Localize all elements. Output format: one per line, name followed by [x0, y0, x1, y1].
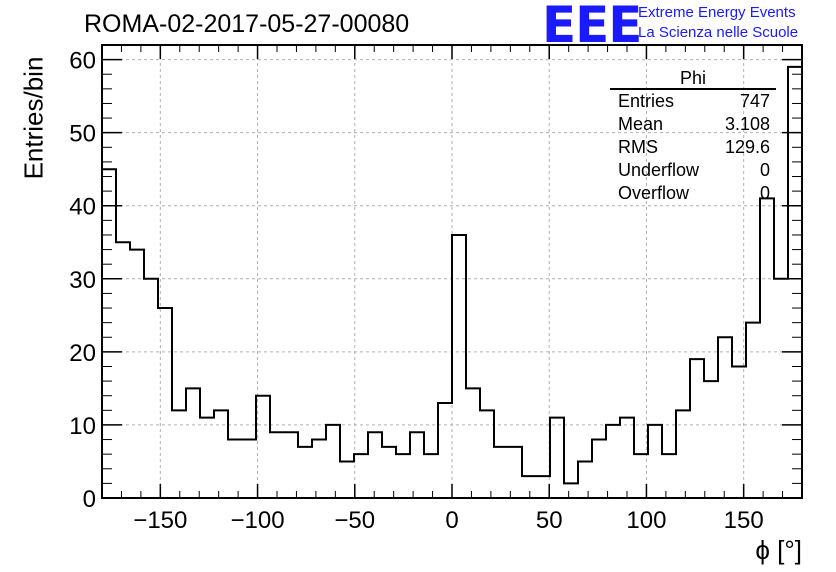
- org-name-line1: Extreme Energy Events: [638, 4, 796, 21]
- y-tick-label: 20: [69, 340, 96, 367]
- x-tick-label: −50: [334, 507, 375, 534]
- stats-value: 3.108: [724, 114, 770, 134]
- y-tick-label: 50: [69, 121, 96, 148]
- stats-label: Entries: [618, 91, 675, 111]
- x-tick-label: 100: [626, 507, 666, 534]
- x-tick-labels: −150 −100 −50 0 50 100 150: [133, 507, 763, 534]
- x-tick-label: −150: [133, 507, 187, 534]
- y-tick-label: 60: [69, 48, 96, 75]
- stats-row-rms: RMS 129.6: [610, 136, 776, 159]
- y-tick-labels: 0 10 20 30 40 50 60: [69, 48, 96, 513]
- stats-row-underflow: Underflow 0: [610, 159, 776, 182]
- x-tick-label: 150: [724, 507, 764, 534]
- y-tick-label: 10: [69, 413, 96, 440]
- x-tick-label: −100: [231, 507, 285, 534]
- stats-title: Phi: [610, 68, 776, 90]
- plot-frame: [101, 44, 803, 499]
- chart-title: ROMA-02-2017-05-27-00080: [84, 10, 410, 38]
- stats-value: 0: [759, 160, 770, 180]
- stats-row-mean: Mean 3.108: [610, 113, 776, 136]
- x-tick-label: 50: [536, 507, 563, 534]
- stats-label: Underflow: [618, 160, 700, 180]
- stats-row-overflow: Overflow 0: [610, 182, 776, 205]
- y-tick-label: 0: [83, 486, 96, 513]
- y-tick-label: 40: [69, 194, 96, 221]
- stats-value: 0: [759, 183, 770, 203]
- stats-label: RMS: [618, 137, 658, 157]
- stats-label: Mean: [618, 114, 664, 134]
- stats-row-entries: Entries 747: [610, 90, 776, 113]
- x-axis-label: ϕ [°]: [755, 535, 802, 565]
- x-tick-label: 0: [445, 507, 458, 534]
- y-tick-label: 30: [69, 267, 96, 294]
- y-axis-label: Entries/bin: [18, 56, 49, 180]
- stats-label: Overflow: [618, 183, 690, 203]
- histogram-step-line: [102, 65, 802, 485]
- stats-value: 129.6: [724, 137, 770, 157]
- stats-box: Phi Entries 747 Mean 3.108 RMS 129.6 Und…: [610, 68, 776, 205]
- stats-value: 747: [739, 91, 770, 111]
- org-name-line2: La Scienza nelle Scuole: [638, 24, 799, 41]
- eee-logo: EEE: [542, 0, 642, 54]
- axis-ticks: [101, 44, 803, 499]
